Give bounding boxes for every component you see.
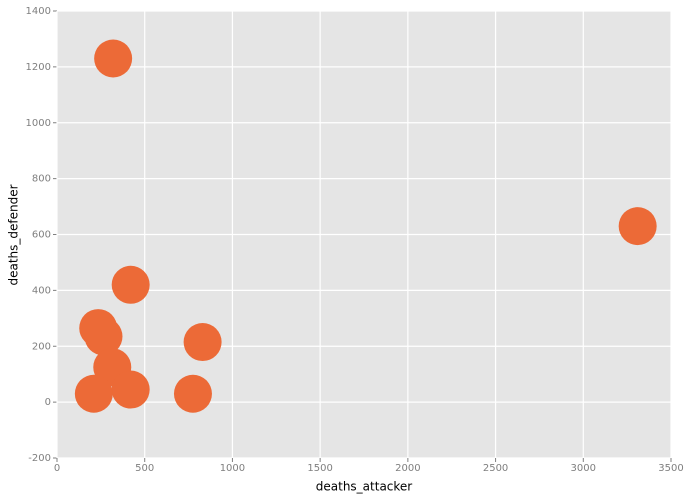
y-tick-label: 400	[32, 285, 51, 296]
y-axis-title: deaths_defender	[7, 184, 21, 285]
point	[111, 370, 150, 409]
y-tick-label: -200	[28, 453, 51, 464]
point	[183, 323, 222, 362]
x-tick-label: 2000	[395, 463, 420, 474]
y-tick-label: 800	[32, 174, 51, 185]
point	[111, 265, 150, 304]
y-tick-label: 1000	[26, 118, 51, 129]
x-tick-label: 2500	[483, 463, 508, 474]
x-tick-label: 3000	[571, 463, 596, 474]
x-tick-label: 1500	[307, 463, 332, 474]
y-tick-label: 600	[32, 230, 51, 241]
x-tick-label: 0	[54, 463, 60, 474]
point	[618, 207, 657, 246]
x-axis-title: deaths_attacker	[316, 480, 413, 494]
point	[94, 39, 133, 78]
y-tick-label: 0	[45, 397, 51, 408]
y-tick-label: 1200	[26, 62, 51, 73]
point	[173, 374, 212, 413]
y-tick-label: 200	[32, 341, 51, 352]
x-tick-label: 3500	[658, 463, 683, 474]
point	[74, 374, 113, 413]
point	[84, 317, 123, 356]
x-tick-label: 1000	[220, 463, 245, 474]
y-tick-label: 1400	[26, 6, 51, 17]
x-tick-label: 500	[135, 463, 154, 474]
